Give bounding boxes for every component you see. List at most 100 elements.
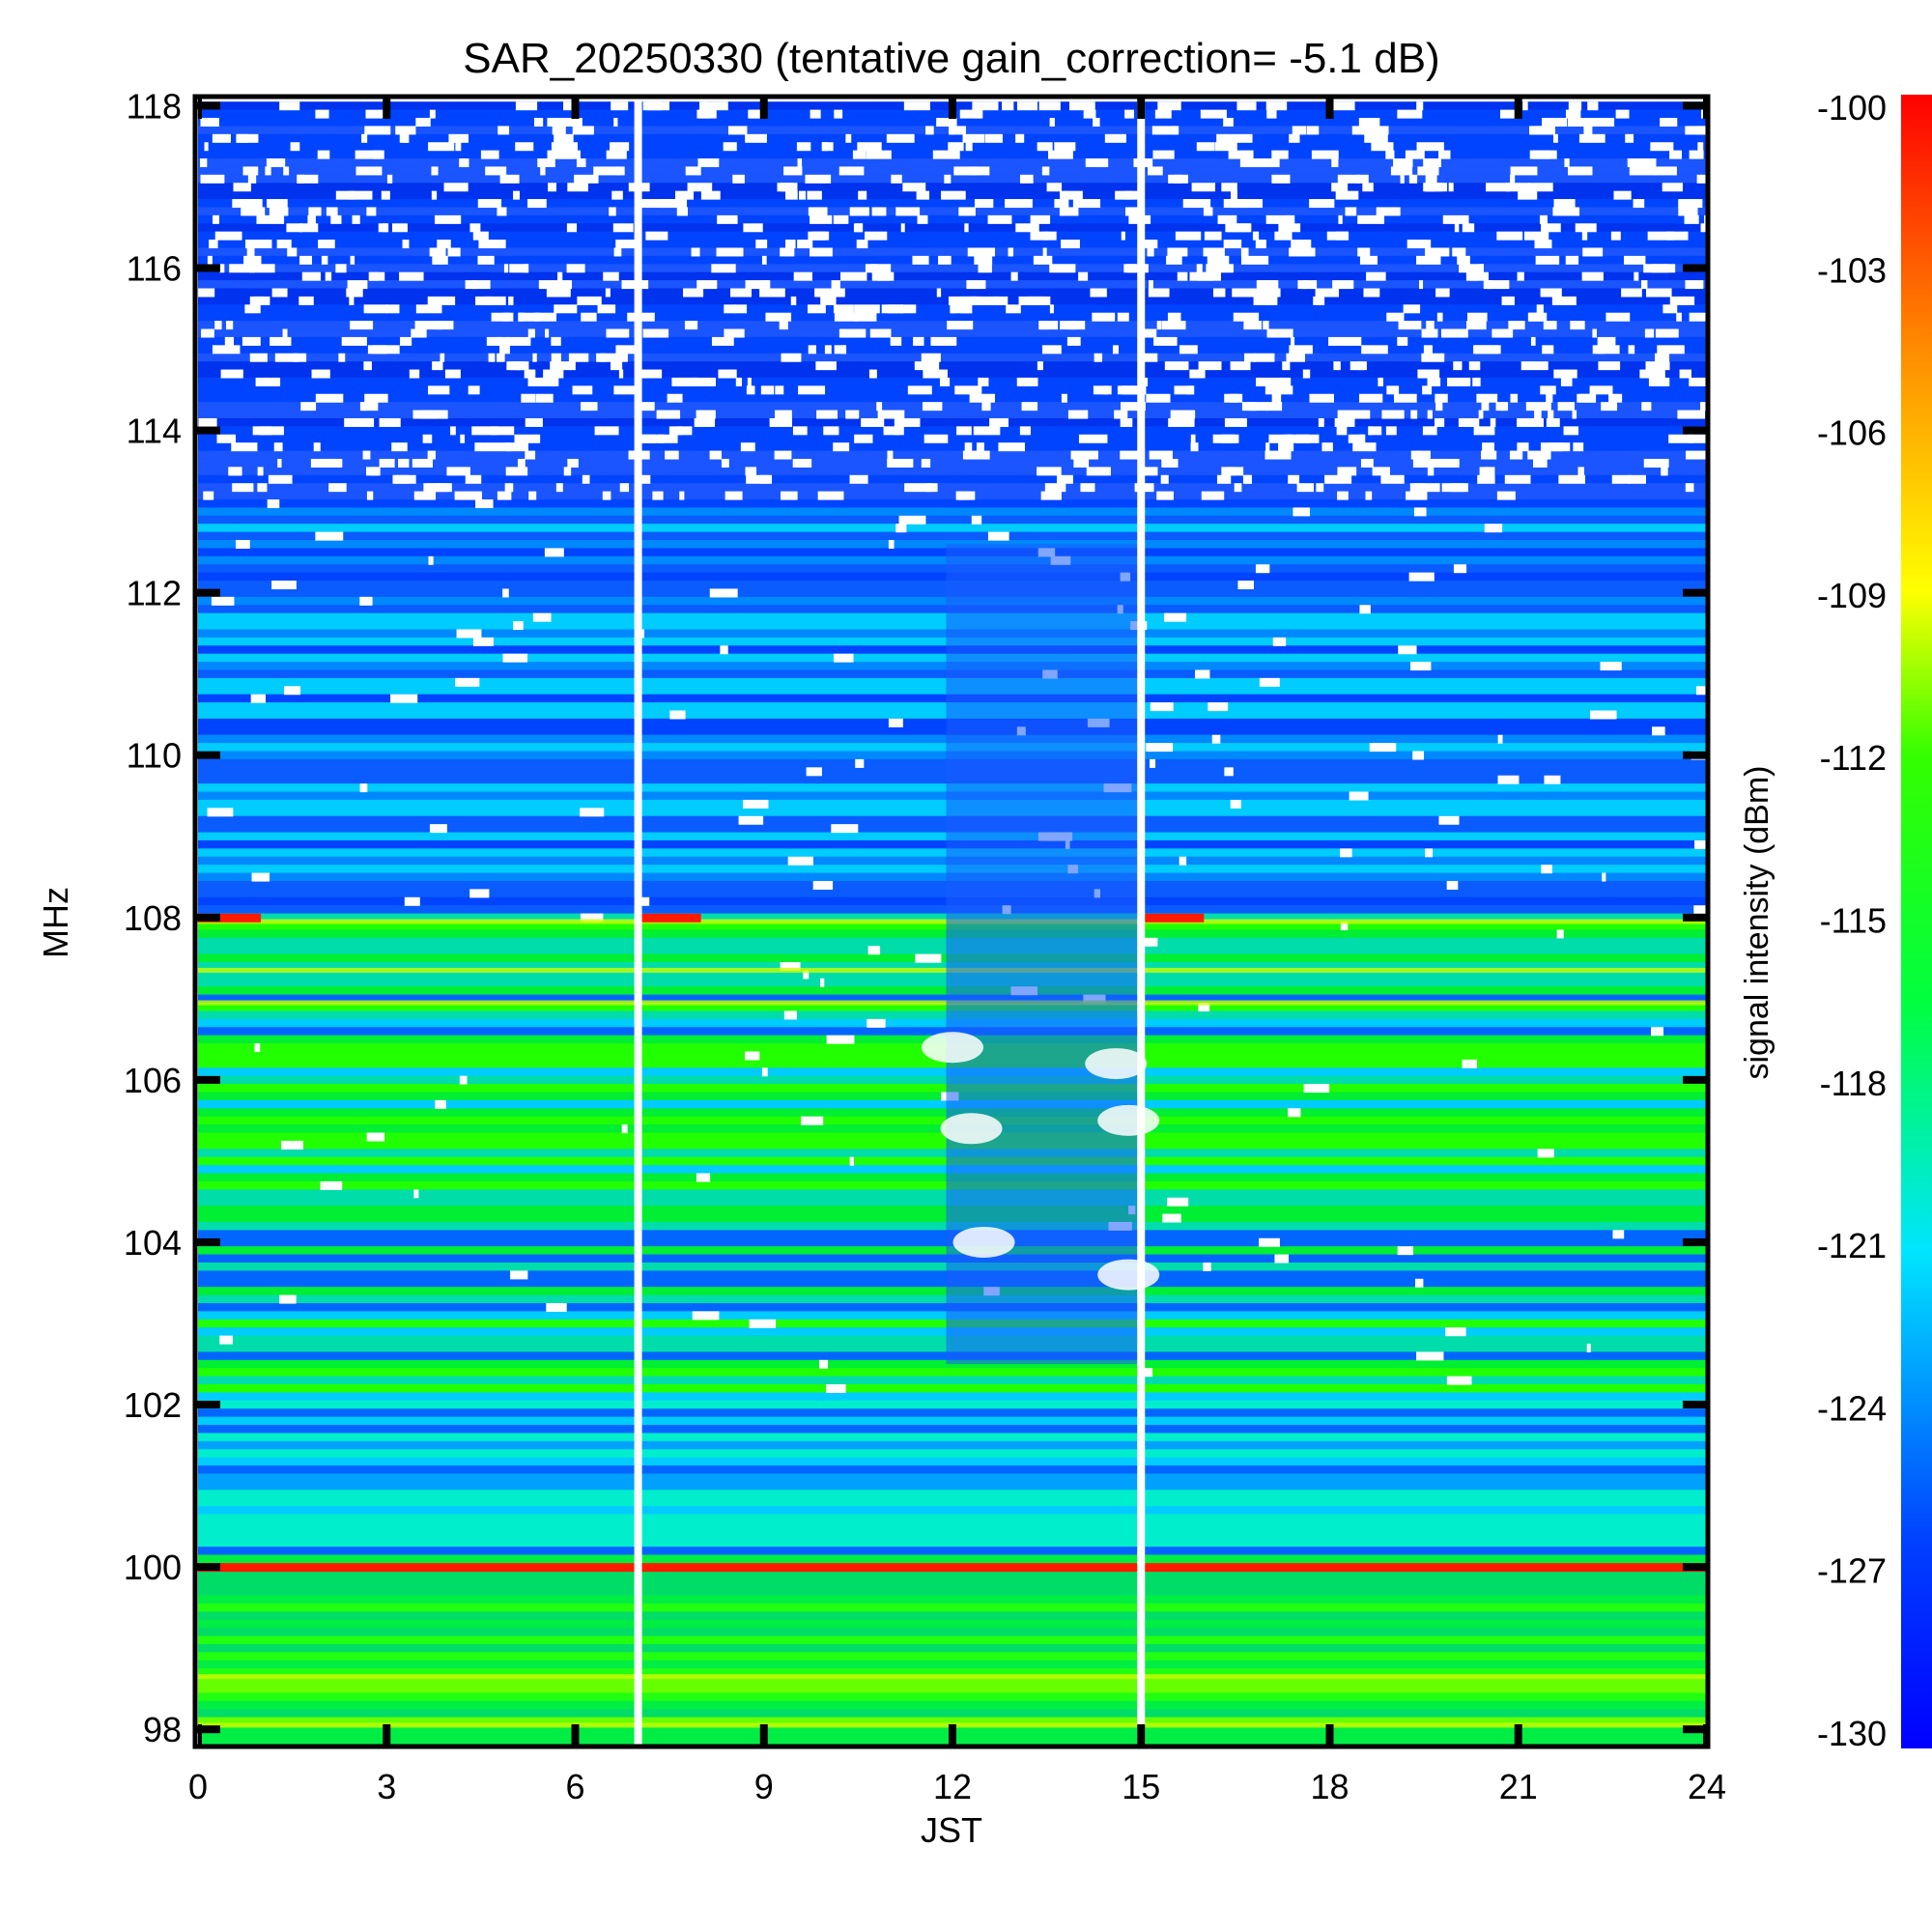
heatmap-gap-fleck <box>833 442 850 452</box>
heatmap-gap-fleck <box>1647 231 1674 241</box>
heatmap-gap-fleck <box>1179 345 1198 355</box>
heatmap-gap-fleck <box>1019 426 1031 436</box>
heatmap-gap-fleck <box>1655 328 1679 338</box>
heatmap-gap-fleck <box>698 101 707 111</box>
heatmap-gap-fleck <box>1612 1230 1625 1239</box>
heatmap-gap-fleck <box>877 410 905 419</box>
heatmap-gap-fleck <box>566 223 578 233</box>
heatmap-gap-fleck <box>769 417 793 427</box>
heatmap-gap-fleck <box>1629 166 1657 176</box>
heatmap-gap-fleck <box>953 166 978 176</box>
heatmap-gap-fleck <box>355 150 382 159</box>
heatmap-gap-fleck <box>1459 264 1484 273</box>
heatmap-gap-fleck <box>214 321 222 330</box>
heatmap-gap-fleck <box>1560 377 1573 386</box>
heatmap-gap-fleck <box>900 223 905 233</box>
heatmap-gap-fleck <box>1207 255 1230 265</box>
heatmap-gap-fleck <box>867 1018 886 1028</box>
heatmap-gap-fleck <box>1436 312 1443 322</box>
heatmap-gap-fleck <box>936 118 941 128</box>
heatmap-gap-fleck <box>814 288 841 298</box>
heatmap-gap-fleck <box>1518 190 1538 200</box>
heatmap-row <box>198 1635 1707 1645</box>
heatmap-gap-fleck <box>1256 377 1284 386</box>
heatmap-gap-fleck <box>1660 118 1678 128</box>
heatmap-gap-fleck <box>1364 133 1388 143</box>
heatmap-gap-fleck <box>838 328 851 338</box>
heatmap-gap-fleck <box>1685 126 1707 135</box>
heatmap-gap-fleck <box>448 133 469 143</box>
heatmap-gap-fleck <box>359 402 379 412</box>
heatmap-gap-fleck <box>723 142 737 152</box>
heatmap-gap-fleck <box>409 369 420 379</box>
heatmap-gap-fleck <box>203 491 214 500</box>
heatmap-gap-fleck <box>1422 426 1437 436</box>
heatmap-gap-fleck <box>198 288 215 298</box>
heatmap-gap-fleck <box>521 393 536 403</box>
heatmap-gap-fleck <box>1582 247 1604 257</box>
heatmap-row <box>198 223 1707 233</box>
heatmap-gap-fleck <box>998 442 1025 452</box>
heatmap-row <box>198 1497 1707 1507</box>
heatmap-gap-fleck <box>1414 1278 1424 1288</box>
heatmap-gap-fleck <box>271 288 288 298</box>
heatmap-gap-fleck <box>277 207 289 216</box>
heatmap-gap-fleck <box>1037 467 1062 476</box>
heatmap-gap-fleck <box>1189 369 1206 379</box>
heatmap-gap-fleck <box>1124 190 1142 200</box>
heatmap-gap-fleck <box>1598 361 1621 371</box>
colorbar-label: signal intensity (dBm) <box>1739 765 1776 1079</box>
heatmap-gap-fleck <box>833 304 854 314</box>
heatmap-gap-fleck <box>755 240 768 249</box>
heatmap-gap-fleck <box>1356 174 1369 184</box>
heatmap-gap-fleck <box>936 118 957 128</box>
heatmap-gap-fleck <box>1473 426 1495 436</box>
heatmap-gap-fleck <box>1221 183 1237 192</box>
heatmap-row <box>198 491 1707 500</box>
heatmap-gap-fleck <box>1605 312 1631 322</box>
heatmap-gap-fleck <box>1037 142 1053 152</box>
heatmap-gap-fleck <box>826 1384 846 1394</box>
heatmap-gap-fleck <box>552 280 573 290</box>
heatmap-gap-fleck <box>298 174 304 184</box>
heatmap-gap-fleck <box>259 426 284 436</box>
heatmap-gap-fleck <box>1161 321 1186 330</box>
heatmap-gap-fleck <box>1167 312 1181 322</box>
x-tick-mark <box>571 98 580 119</box>
heatmap-gap-fleck <box>833 653 854 663</box>
heatmap-gap-fleck <box>1563 426 1579 436</box>
heatmap-gap-fleck <box>1286 353 1306 362</box>
heatmap-gap-fleck <box>1230 361 1251 371</box>
heatmap-gap-fleck <box>1088 434 1108 443</box>
heatmap-gap-fleck <box>1376 207 1401 216</box>
heatmap-gap-fleck <box>745 467 757 476</box>
heatmap-gap-fleck <box>619 483 630 493</box>
heatmap-gap-fleck <box>1385 150 1395 159</box>
heatmap-gap-fleck <box>301 271 322 281</box>
heatmap-gap-fleck <box>548 183 556 192</box>
heatmap-gap-fleck <box>1021 402 1038 412</box>
y-tick-mark <box>195 1401 220 1409</box>
heatmap-gap-fleck <box>1602 872 1606 882</box>
heatmap-gap-fleck <box>1570 321 1585 330</box>
heatmap-gap-fleck <box>845 410 860 419</box>
heatmap-gap-fleck <box>743 223 763 233</box>
heatmap-gap-fleck <box>1099 158 1106 168</box>
heatmap-gap-fleck <box>349 296 355 305</box>
heatmap-gap-fleck <box>231 442 258 452</box>
heatmap-gap-fleck <box>611 190 623 200</box>
heatmap-gap-fleck <box>923 369 948 379</box>
heatmap-gap-fleck <box>505 442 529 452</box>
heatmap-gap-fleck <box>609 142 630 152</box>
heatmap-gap-fleck <box>328 483 347 493</box>
heatmap-gap-fleck <box>887 458 914 468</box>
heatmap-gap-fleck <box>510 1270 528 1280</box>
heatmap-gap-fleck <box>200 158 208 168</box>
heatmap-gap-fleck <box>537 158 555 168</box>
heatmap-gap-fleck <box>1244 474 1252 484</box>
heatmap-gap-fleck <box>1287 214 1295 224</box>
heatmap-gap-fleck <box>460 434 466 443</box>
heatmap-gap-fleck <box>211 596 235 606</box>
heatmap-gap-fleck <box>923 434 949 443</box>
heatmap-gap-fleck <box>1049 304 1054 314</box>
